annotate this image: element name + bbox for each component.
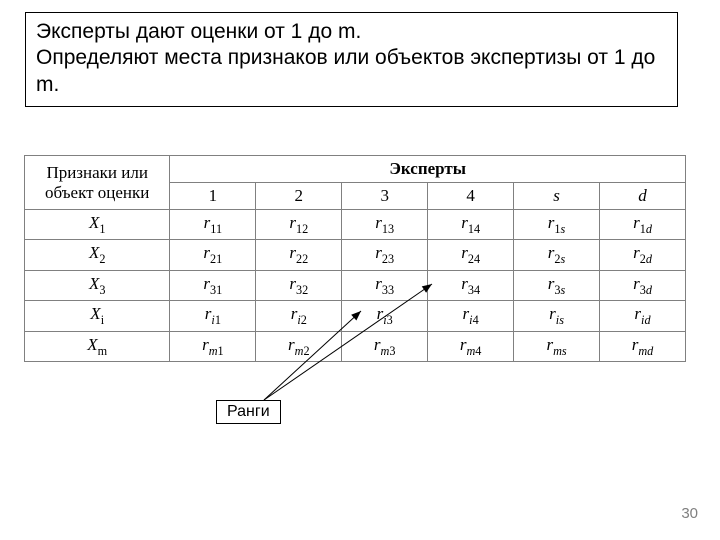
- description-line-1: Эксперты дают оценки от 1 до m.: [36, 20, 361, 43]
- expert-matrix-wrapper: Признаки или объект оценки Эксперты 1234…: [24, 155, 686, 362]
- matrix-cell: rid: [600, 301, 686, 331]
- col-group-title: Эксперты: [170, 156, 686, 183]
- matrix-body: X1r11r12r13r14r1sr1dX2r21r22r23r24r2sr2d…: [25, 210, 686, 362]
- matrix-cell: r14: [428, 210, 514, 240]
- callout-ranks: Ранги: [216, 400, 281, 424]
- column-header: 4: [428, 183, 514, 210]
- description-box: Эксперты дают оценки от 1 до m. Определя…: [25, 12, 678, 107]
- table-row: X1r11r12r13r14r1sr1d: [25, 210, 686, 240]
- matrix-cell: r11: [170, 210, 256, 240]
- matrix-cell: r23: [342, 240, 428, 270]
- matrix-cell: r12: [256, 210, 342, 240]
- column-header: 3: [342, 183, 428, 210]
- matrix-cell: rm4: [428, 331, 514, 361]
- table-row: Xmrm1rm2rm3rm4rmsrmd: [25, 331, 686, 361]
- column-header: s: [514, 183, 600, 210]
- column-header: 2: [256, 183, 342, 210]
- page-number: 30: [681, 505, 698, 522]
- matrix-cell: rm1: [170, 331, 256, 361]
- matrix-cell: ri4: [428, 301, 514, 331]
- description-line-2: Определяют места признаков или объектов …: [36, 46, 655, 95]
- matrix-cell: r33: [342, 270, 428, 300]
- matrix-cell: rm3: [342, 331, 428, 361]
- matrix-cell: ris: [514, 301, 600, 331]
- table-row: X3r31r32r33r34r3sr3d: [25, 270, 686, 300]
- matrix-cell: r1d: [600, 210, 686, 240]
- matrix-cell: ri3: [342, 301, 428, 331]
- matrix-cell: rmd: [600, 331, 686, 361]
- matrix-cell: r32: [256, 270, 342, 300]
- matrix-cell: r34: [428, 270, 514, 300]
- matrix-cell: r2d: [600, 240, 686, 270]
- feature-cell: Xm: [25, 331, 170, 361]
- matrix-cell: r21: [170, 240, 256, 270]
- matrix-cell: ri1: [170, 301, 256, 331]
- feature-cell: Xi: [25, 301, 170, 331]
- row-header-title: Признаки или объект оценки: [25, 156, 170, 210]
- column-header: 1: [170, 183, 256, 210]
- matrix-cell: ri2: [256, 301, 342, 331]
- feature-cell: X2: [25, 240, 170, 270]
- callout-label: Ранги: [227, 403, 270, 420]
- expert-matrix-table: Признаки или объект оценки Эксперты 1234…: [24, 155, 686, 362]
- matrix-cell: r3s: [514, 270, 600, 300]
- column-header: d: [600, 183, 686, 210]
- matrix-cell: r22: [256, 240, 342, 270]
- table-row: Xiri1ri2ri3ri4risrid: [25, 301, 686, 331]
- feature-cell: X3: [25, 270, 170, 300]
- table-row: X2r21r22r23r24r2sr2d: [25, 240, 686, 270]
- matrix-cell: r31: [170, 270, 256, 300]
- matrix-cell: r3d: [600, 270, 686, 300]
- matrix-cell: rm2: [256, 331, 342, 361]
- matrix-cell: r1s: [514, 210, 600, 240]
- matrix-cell: r2s: [514, 240, 600, 270]
- matrix-cell: r24: [428, 240, 514, 270]
- feature-cell: X1: [25, 210, 170, 240]
- matrix-cell: r13: [342, 210, 428, 240]
- matrix-cell: rms: [514, 331, 600, 361]
